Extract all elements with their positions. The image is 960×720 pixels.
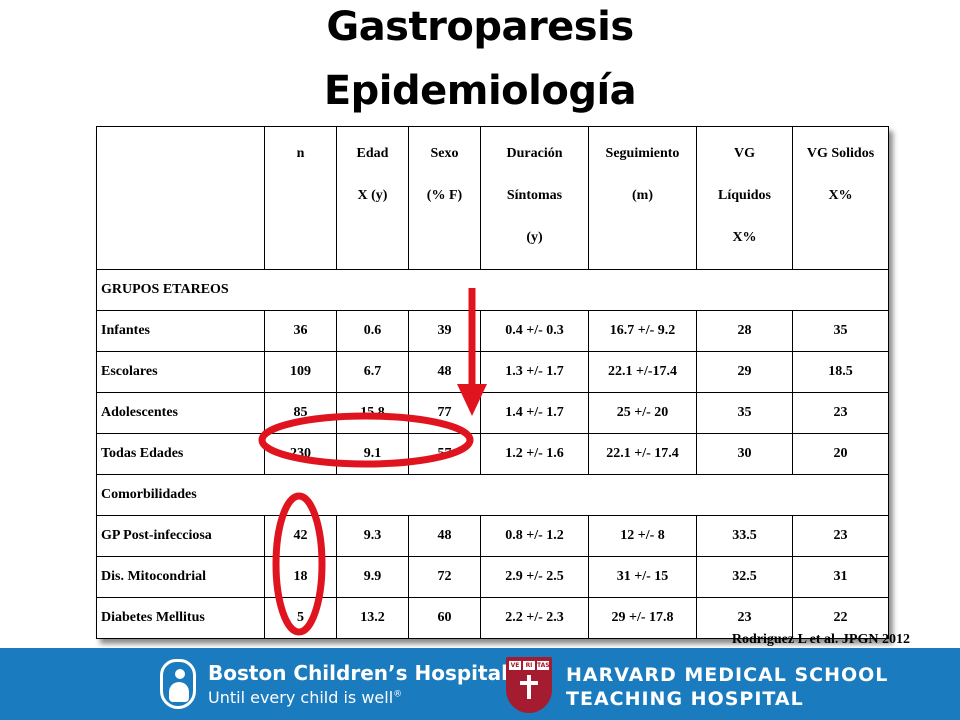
row-label: Infantes	[96, 310, 265, 352]
table-cell: 31 +/- 15	[588, 556, 697, 598]
table-cell: 42	[264, 515, 337, 557]
shield-figure-icon	[520, 675, 538, 699]
row-label: GP Post-infecciosa	[96, 515, 265, 557]
citation: Rodriguez L et al. JPGN 2012	[731, 632, 910, 647]
shield-book-1: VE	[509, 661, 521, 670]
table-cell: 16.7 +/- 9.2	[588, 310, 697, 352]
table-cell: 9.1	[336, 433, 409, 475]
boston-childrens-logo-icon	[160, 659, 196, 709]
table-cell: 22.1 +/- 17.4	[588, 433, 697, 475]
table-row: Dis. Mitocondrial 18 9.9 72 2.9 +/- 2.5 31 +/…	[96, 556, 889, 598]
row-label: Diabetes Mellitus	[96, 597, 265, 639]
section-title: Comorbilidades	[96, 474, 889, 516]
table-cell: 36	[264, 310, 337, 352]
table-cell: 2.9 +/- 2.5	[480, 556, 589, 598]
table-cell: 12 +/- 8	[588, 515, 697, 557]
table-cell: 23	[792, 515, 889, 557]
section-header-row: GRUPOS ETAREOS	[96, 269, 889, 311]
row-label: Dis. Mitocondrial	[96, 556, 265, 598]
table-cell: 230	[264, 433, 337, 475]
table-cell: 35	[792, 310, 889, 352]
table-cell: 57	[408, 433, 481, 475]
table-cell: 22	[792, 597, 889, 639]
table-body: GRUPOS ETAREOS Infantes 36 0.6 39 0.4 +/- 0.3…	[96, 269, 889, 639]
row-label: Adolescentes	[96, 392, 265, 434]
table-cell: 29	[696, 351, 793, 393]
table-cell: 20	[792, 433, 889, 475]
table-cell: 28	[696, 310, 793, 352]
table-cell: 85	[264, 392, 337, 434]
section-header-row: Comorbilidades	[96, 474, 889, 516]
bch-tagline: Until every child is well®	[208, 688, 403, 707]
header-empty-cell	[96, 126, 265, 270]
table-cell: 39	[408, 310, 481, 352]
hms-line2: TEACHING HOSPITAL	[566, 688, 804, 710]
shield-book-3: TAS	[537, 661, 550, 670]
shield-book-2: RI	[523, 661, 535, 670]
slide-subtitle: Epidemiología	[323, 68, 637, 114]
table-cell: 72	[408, 556, 481, 598]
slide-title: Gastroparesis	[326, 4, 634, 50]
harvard-shield-icon: VE RI TAS	[506, 657, 552, 713]
table-row: Infantes 36 0.6 39 0.4 +/- 0.3 16.7 +/- 9.2 28…	[96, 310, 889, 352]
table-row: GP Post-infecciosa 42 9.3 48 0.8 +/- 1.2 12 +…	[96, 515, 889, 557]
section-title: GRUPOS ETAREOS	[96, 269, 889, 311]
table-cell: 48	[408, 515, 481, 557]
table-cell: 25 +/- 20	[588, 392, 697, 434]
table-cell: 32.5	[696, 556, 793, 598]
header-vg-liquidos: VG Líquidos X%	[696, 126, 793, 270]
table-cell: 31	[792, 556, 889, 598]
hms-line1: HARVARD MEDICAL SCHOOL	[566, 664, 889, 686]
table-cell: 60	[408, 597, 481, 639]
epidemiology-table: n Edad X (y) Sexo (% F) Duración Síntomas (y…	[96, 126, 889, 639]
header-seguimiento: Seguimiento (m)	[588, 126, 697, 270]
table-cell: 13.2	[336, 597, 409, 639]
table-cell: 18	[264, 556, 337, 598]
table-cell: 9.9	[336, 556, 409, 598]
table-row: Diabetes Mellitus 5 13.2 60 2.2 +/- 2.3 29 +/…	[96, 597, 889, 639]
table-row: Escolares 109 6.7 48 1.3 +/- 1.7 22.1 +/-17.4…	[96, 351, 889, 393]
table-cell: 2.2 +/- 2.3	[480, 597, 589, 639]
table-cell: 18.5	[792, 351, 889, 393]
table-cell: 109	[264, 351, 337, 393]
table-cell: 0.6	[336, 310, 409, 352]
table-cell: 9.3	[336, 515, 409, 557]
bch-name: Boston Children’s Hospital	[208, 661, 508, 685]
table-cell: 35	[696, 392, 793, 434]
table-row: Todas Edades 230 9.1 57 1.2 +/- 1.6 22.1 +/- …	[96, 433, 889, 475]
table-header-row: n Edad X (y) Sexo (% F) Duración Síntomas (y…	[96, 126, 889, 270]
header-n: n	[264, 126, 337, 270]
row-label: Escolares	[96, 351, 265, 393]
table-cell: 22.1 +/-17.4	[588, 351, 697, 393]
table-cell: 0.4 +/- 0.3	[480, 310, 589, 352]
table-cell: 1.4 +/- 1.7	[480, 392, 589, 434]
table-cell: 30	[696, 433, 793, 475]
table-cell: 15.8	[336, 392, 409, 434]
table-cell: 1.3 +/- 1.7	[480, 351, 589, 393]
header-sexo: Sexo (% F)	[408, 126, 481, 270]
table-cell: 6.7	[336, 351, 409, 393]
table-row: Adolescentes 85 15.8 77 1.4 +/- 1.7 25 +/- 20…	[96, 392, 889, 434]
table-cell: 1.2 +/- 1.6	[480, 433, 589, 475]
table-cell: 33.5	[696, 515, 793, 557]
table-cell: 0.8 +/- 1.2	[480, 515, 589, 557]
header-vg-solidos: VG Solidos X%	[792, 126, 889, 270]
table-cell: 29 +/- 17.8	[588, 597, 697, 639]
table-cell: 23	[696, 597, 793, 639]
table-cell: 77	[408, 392, 481, 434]
header-edad: Edad X (y)	[336, 126, 409, 270]
table-cell: 23	[792, 392, 889, 434]
table-cell: 48	[408, 351, 481, 393]
header-duracion: Duración Síntomas (y)	[480, 126, 589, 270]
row-label: Todas Edades	[96, 433, 265, 475]
table-cell: 5	[264, 597, 337, 639]
